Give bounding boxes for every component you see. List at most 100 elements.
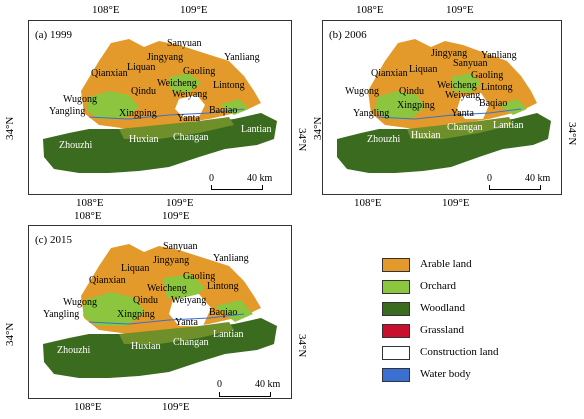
- place-label: Xingping: [119, 108, 157, 119]
- place-label: Zhouzhi: [59, 140, 93, 151]
- place-label: Qindu: [399, 86, 424, 97]
- place-label: Gaoling: [471, 70, 504, 81]
- top-coord-108e: 108°E: [92, 4, 120, 16]
- place-label: Qianxian: [89, 275, 126, 286]
- place-label: Sanyuan: [453, 58, 488, 69]
- place-label: Huxian: [131, 341, 161, 352]
- scale-zero: 0: [487, 173, 492, 184]
- place-label: Yangling: [43, 309, 80, 320]
- panel-title: (b) 2006: [329, 29, 367, 41]
- scale-value: 40 km: [525, 173, 551, 184]
- bottom-coord-108e: 108°E: [74, 401, 102, 413]
- place-label: Lintong: [207, 281, 239, 292]
- legend-swatch: [382, 368, 410, 382]
- place-label: Weicheng: [157, 78, 197, 89]
- place-label: Zhouzhi: [367, 134, 401, 145]
- place-label: Yanliang: [481, 50, 517, 61]
- place-label: Lantian: [241, 124, 272, 135]
- place-label: Lantian: [493, 120, 524, 131]
- legend-label: Construction land: [420, 346, 499, 358]
- right-coord-34n: 34°N: [296, 128, 308, 152]
- place-label: Baqiao: [209, 105, 238, 116]
- scale-zero: 0: [217, 379, 222, 390]
- place-label: Lintong: [213, 80, 245, 91]
- place-label: Wugong: [63, 94, 98, 105]
- place-label: Yanliang: [213, 253, 249, 264]
- place-label: Yanliang: [224, 52, 260, 63]
- place-label: Jingyang: [431, 48, 468, 59]
- place-label: Gaoling: [183, 66, 216, 77]
- top-coord-109e: 109°E: [446, 4, 474, 16]
- legend-swatch: [382, 258, 410, 272]
- place-label: Liquan: [409, 64, 438, 75]
- map-frame: (c) 2015 Sanyuan Jingyang Yanliang Liqua…: [28, 225, 292, 399]
- place-label: Yanta: [175, 317, 198, 328]
- place-label: Huxian: [411, 130, 441, 141]
- place-label: Weiyang: [171, 295, 207, 306]
- place-label: Lintong: [481, 82, 513, 93]
- panel-title: (a) 1999: [35, 29, 72, 41]
- place-label: Zhouzhi: [57, 345, 91, 356]
- place-label: Yangling: [49, 106, 86, 117]
- left-coord-34n: 34°N: [4, 322, 16, 346]
- legend-label: Orchard: [420, 280, 457, 292]
- top-coord-108e: 108°E: [74, 210, 102, 222]
- place-label: Baqiao: [209, 307, 238, 318]
- place-label: Wugong: [345, 86, 380, 97]
- place-label: Jingyang: [147, 52, 184, 63]
- place-label: Xingping: [397, 100, 435, 111]
- panel-title: (c) 2015: [35, 234, 72, 246]
- legend-label: Grassland: [420, 324, 464, 336]
- left-coord-34n: 34°N: [4, 116, 16, 140]
- place-label: Yanta: [451, 108, 474, 119]
- place-label: Changan: [447, 122, 483, 133]
- land-use-map: [43, 39, 277, 173]
- place-label: Sanyuan: [167, 38, 202, 49]
- left-coord-34n: 34°N: [312, 116, 324, 140]
- right-coord-34n: 34°N: [296, 334, 308, 358]
- map-frame: (a) 1999 Sanyuan Jingyang Yanliang Qianx…: [28, 20, 292, 195]
- scale-value: 40 km: [255, 379, 281, 390]
- place-label: Weiyang: [445, 90, 481, 101]
- legend-label: Woodland: [420, 302, 465, 314]
- place-label: Weicheng: [437, 80, 477, 91]
- land-use-map: [43, 244, 277, 378]
- place-label: Liquan: [121, 263, 150, 274]
- bottom-coord-108e: 108°E: [354, 197, 382, 209]
- scale-bar: [219, 392, 271, 397]
- place-label: Changan: [173, 337, 209, 348]
- bottom-coord-109e: 109°E: [162, 401, 190, 413]
- top-coord-108e: 108°E: [356, 4, 384, 16]
- place-label: Lantian: [213, 329, 244, 340]
- scale-bar: [489, 185, 541, 190]
- place-label: Qindu: [131, 86, 156, 97]
- place-label: Yangling: [353, 108, 390, 119]
- legend-swatch: [382, 324, 410, 338]
- legend-label: Water body: [420, 368, 471, 380]
- place-label: Qindu: [133, 295, 158, 306]
- place-label: Yanta: [177, 113, 200, 124]
- place-label: Weiyang: [172, 89, 208, 100]
- place-label: Baqiao: [479, 98, 508, 109]
- bottom-coord-108e: 108°E: [76, 197, 104, 209]
- land-use-map: [337, 39, 551, 173]
- right-coord-34n: 34°N: [566, 122, 578, 146]
- legend-swatch: [382, 346, 410, 360]
- place-label: Huxian: [129, 134, 159, 145]
- bottom-coord-109e: 109°E: [166, 197, 194, 209]
- place-label: Weicheng: [147, 283, 187, 294]
- place-label: Changan: [173, 132, 209, 143]
- place-label: Jingyang: [153, 255, 190, 266]
- place-label: Qianxian: [91, 68, 128, 79]
- scale-value: 40 km: [247, 173, 273, 184]
- place-label: Sanyuan: [163, 241, 198, 252]
- place-label: Gaoling: [183, 271, 216, 282]
- top-coord-109e: 109°E: [162, 210, 190, 222]
- place-label: Wugong: [63, 297, 98, 308]
- legend-swatch: [382, 280, 410, 294]
- top-coord-109e: 109°E: [180, 4, 208, 16]
- map-frame: (b) 2006 Jingyang Sanyuan Yanliang Qianx…: [322, 20, 562, 195]
- place-label: Qianxian: [371, 68, 408, 79]
- bottom-coord-109e: 109°E: [442, 197, 470, 209]
- legend-swatch: [382, 302, 410, 316]
